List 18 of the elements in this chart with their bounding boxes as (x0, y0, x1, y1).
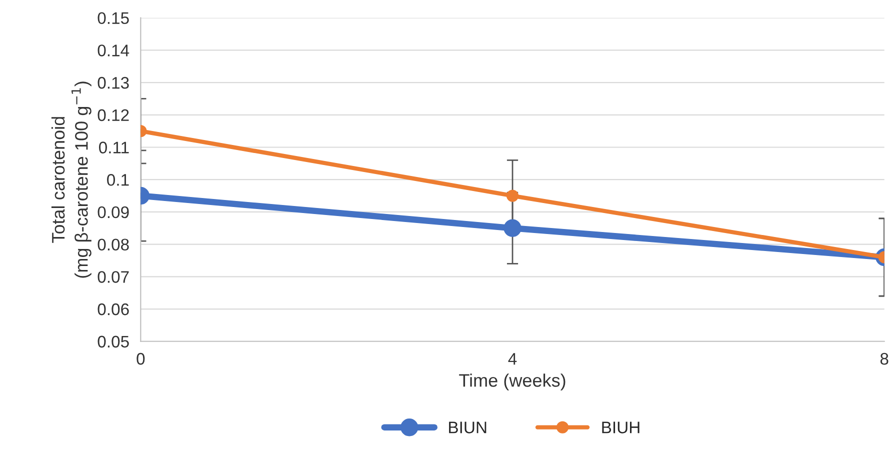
y-tick-label: 0.14 (98, 44, 130, 56)
y-tick-label: 0.11 (99, 142, 129, 154)
y-tick-label: 0.13 (98, 76, 129, 89)
y-tick-label: 0.06 (98, 303, 129, 316)
y-tick-label: 0.05 (98, 336, 129, 348)
y-tick-label: 0.09 (98, 206, 129, 218)
y-axis-title: Total carotenoid (mg β-carotene 100 g$^{−1}$) (51, 82, 92, 278)
y-tick-label: 0.1 (107, 174, 129, 186)
x-tick-label: 8 (880, 352, 888, 365)
x-tick-label: 4 (508, 353, 517, 365)
y-tick-label: 0.07 (98, 271, 129, 283)
y-tick-label: 0.08 (98, 238, 129, 251)
y-tick-label: 0.15 (98, 12, 129, 24)
legend-label: BIUH (602, 422, 640, 434)
y-tick-label: 0.12 (98, 109, 129, 122)
x-axis-title: Time (weeks) (459, 374, 566, 390)
x-tick-label: 0 (136, 352, 145, 365)
legend-label: BIUN (449, 422, 486, 434)
